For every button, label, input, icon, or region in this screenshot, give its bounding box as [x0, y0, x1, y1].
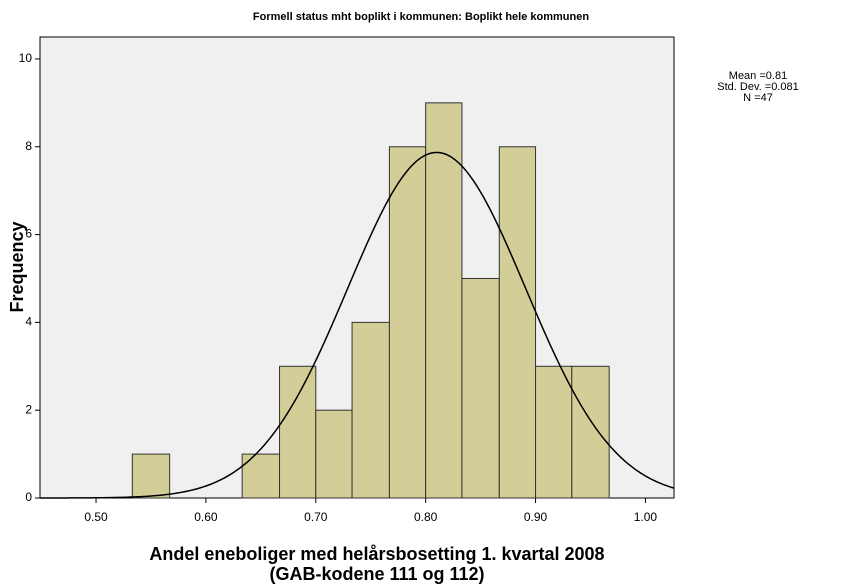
stat-label: N = — [743, 92, 760, 104]
stat-label: Mean = — [729, 70, 766, 82]
y-tick-label: 2 — [25, 402, 32, 416]
bar — [388, 146, 427, 499]
x-axis-label: Andel eneboliger med helårsbosetting 1. … — [149, 544, 604, 564]
x-tick-label: 0.80 — [414, 510, 438, 524]
bar — [315, 409, 353, 499]
y-axis-label: Frequency — [7, 221, 27, 312]
bar — [131, 453, 171, 499]
bar — [571, 365, 610, 499]
y-tick-label: 0 — [25, 490, 32, 504]
bar — [351, 321, 390, 499]
stat-value: 0.81 — [766, 70, 787, 82]
y-tick-label: 10 — [19, 51, 33, 65]
y-tick-label: 4 — [25, 315, 32, 329]
bar — [498, 146, 537, 499]
y-tick-label: 8 — [25, 139, 32, 153]
x-tick-label: 0.70 — [304, 510, 328, 524]
stat-value: 0.081 — [771, 81, 799, 93]
stat-label: Std. Dev. = — [717, 81, 771, 93]
bar — [425, 102, 463, 499]
x-tick-label: 0.50 — [84, 510, 108, 524]
y-tick-label: 6 — [25, 227, 32, 241]
stat-annotation: N =47 — [743, 92, 773, 104]
bar — [279, 365, 317, 499]
x-tick-label: 0.90 — [524, 510, 548, 524]
stat-annotation: Mean =0.81 — [729, 70, 787, 82]
x-tick-label: 1.00 — [634, 510, 658, 524]
bar — [461, 277, 500, 499]
chart-title: Formell status mht boplikt i kommunen: B… — [253, 11, 589, 23]
stat-annotation: Std. Dev. =0.081 — [717, 81, 798, 93]
stat-value: 47 — [761, 92, 773, 104]
x-axis-label: (GAB-kodene 111 og 112) — [269, 564, 484, 584]
bar — [535, 365, 573, 499]
x-tick-label: 0.60 — [194, 510, 218, 524]
normal-curve — [40, 151, 675, 499]
